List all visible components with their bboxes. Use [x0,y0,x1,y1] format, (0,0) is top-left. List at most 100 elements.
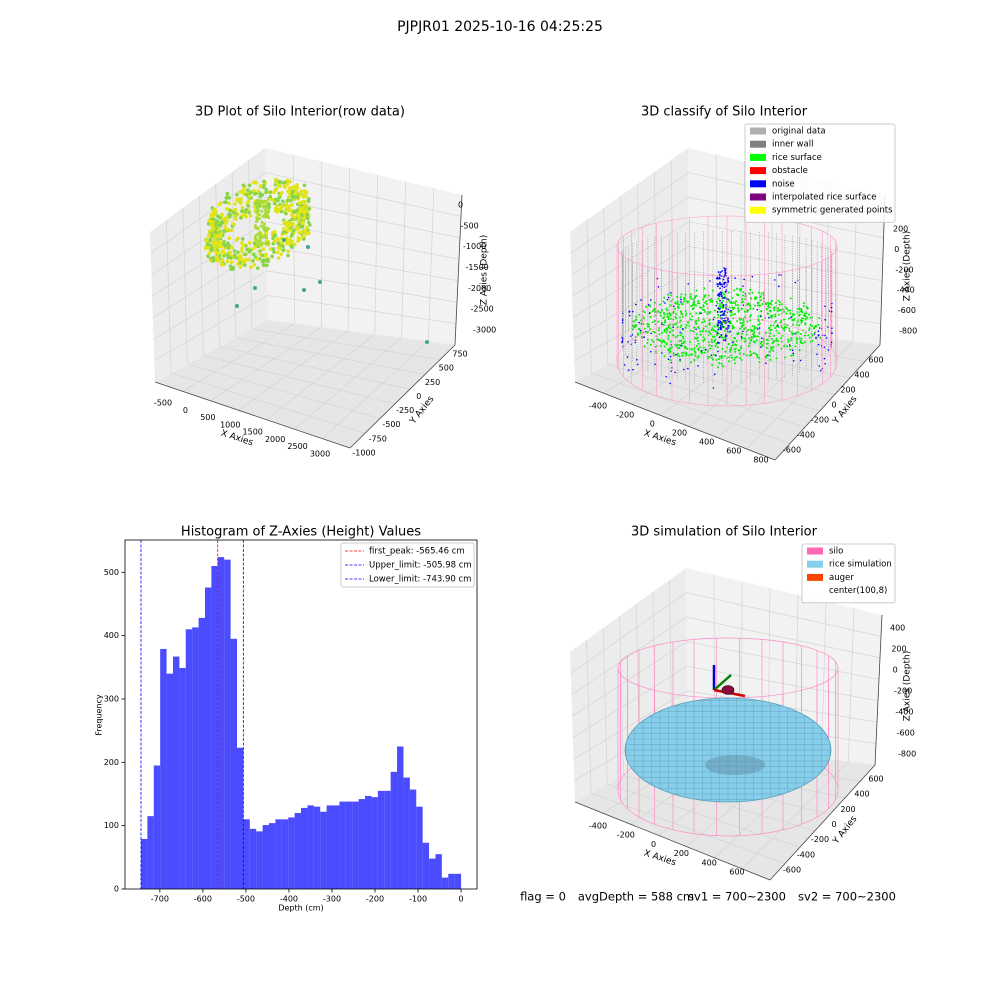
pane-grid [586,639,592,794]
rice-points [710,329,713,332]
noise-points [654,363,656,366]
rice-points [812,327,815,330]
point-cloud [258,235,262,239]
noise-points [673,305,675,308]
rice-points [799,340,802,343]
rice-points [733,289,736,292]
rice-points [783,318,786,321]
point-cloud [274,197,278,202]
rice-points [682,351,685,354]
noise-points [792,352,795,355]
rice-points [811,339,814,342]
point-cloud [235,192,239,197]
noise-points [723,286,726,289]
rice-points [777,332,780,335]
legend-label: silo [829,547,843,557]
rice-points [798,308,801,311]
rice-points [774,315,777,318]
rice-points [743,337,746,340]
noise-points [719,282,721,285]
noise-points [679,358,681,361]
rice-points [710,338,713,341]
bar [249,828,257,889]
rice-points [633,325,636,328]
rice-points [752,307,755,310]
point-cloud [249,190,253,195]
footer-text: sv1 = 700~2300 [688,890,786,904]
rice-points [769,354,772,357]
point-cloud [302,216,307,221]
chart-title: Histogram of Z-Axies (Height) Values [181,525,421,540]
point-cloud [220,263,225,267]
point-cloud [245,247,249,252]
point-cloud [253,245,257,250]
legend-label: interpolated rice surface [772,193,877,203]
rice-points [717,313,720,316]
point-cloud [244,192,249,197]
noise-points [742,304,745,306]
rice-points [783,329,786,332]
rice-points [643,345,646,348]
point-cloud [297,231,301,235]
rice-points [776,309,779,312]
rice-points [709,347,712,350]
rice-points [679,310,682,313]
noise-points [722,319,725,322]
pane-grid [602,627,608,785]
point-cloud [232,249,237,253]
rice-points [756,355,759,358]
z-axis-label: Z Axies (Depth) [903,651,913,722]
point-cloud [285,221,289,225]
noise-points [647,304,650,306]
rice-points [699,333,702,336]
rice-points [703,338,706,341]
point-cloud [219,240,223,244]
pane-grid [571,221,690,297]
point-cloud [252,192,257,196]
rice-points [722,365,725,368]
point-cloud [235,197,239,202]
point-cloud [248,248,252,253]
rice-points [669,350,672,353]
rice-points [685,312,688,315]
rice-points [762,293,765,296]
rice-points [722,293,725,296]
rice-points [697,342,700,345]
rice-points [663,345,666,348]
axis-line [154,381,351,449]
rice-points [663,328,666,331]
x-tick-label: -400 [280,895,298,904]
noise-points [777,285,780,288]
noise-points [715,277,718,280]
point-cloud [262,179,266,184]
x-tick-label: -600 [194,895,212,904]
pane-grid [154,295,268,361]
point-cloud [272,250,276,254]
pane-grid [570,592,687,674]
point-cloud [296,227,301,231]
rice-points [808,329,811,332]
rice-points [802,302,805,305]
noise-points [666,298,669,301]
rice-points [724,332,727,335]
noise-points [683,368,685,371]
outlier-point [282,238,286,242]
x-axis-label: Depth (cm) [278,904,323,913]
point-cloud [260,241,264,245]
rice-points [769,309,772,312]
rice-points [658,333,661,336]
point-cloud [270,254,274,259]
rice-points [715,358,718,361]
rice-points [663,321,666,324]
rice-points [695,294,698,297]
legend-label: inner wall [772,140,813,150]
rice-points [695,322,698,325]
z-tick-label: -2500 [471,305,494,314]
point-cloud [210,226,215,231]
noise-points [722,297,725,299]
rice-points [692,330,695,333]
point-cloud [224,206,229,211]
point-cloud [300,234,305,239]
bar [179,667,186,889]
rice-points [680,339,683,342]
